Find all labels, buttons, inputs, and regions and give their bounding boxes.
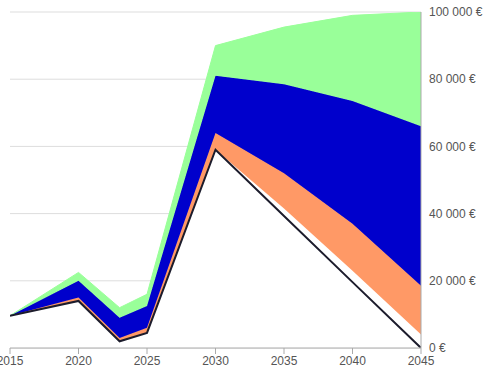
svg-text:2015: 2015 bbox=[8, 354, 24, 368]
svg-text:2040: 2040 bbox=[339, 354, 366, 368]
svg-text:2020: 2020 bbox=[65, 354, 92, 368]
svg-text:100 000 €: 100 000 € bbox=[429, 5, 483, 19]
svg-text:40 000 €: 40 000 € bbox=[429, 207, 476, 221]
svg-text:20 000 €: 20 000 € bbox=[429, 274, 476, 288]
svg-text:0 €: 0 € bbox=[429, 341, 446, 355]
svg-text:2045: 2045 bbox=[408, 354, 435, 368]
svg-text:80 000 €: 80 000 € bbox=[429, 72, 476, 86]
svg-text:2030: 2030 bbox=[202, 354, 229, 368]
svg-text:60 000 €: 60 000 € bbox=[429, 140, 476, 154]
svg-text:2025: 2025 bbox=[134, 354, 161, 368]
svg-text:2035: 2035 bbox=[271, 354, 298, 368]
